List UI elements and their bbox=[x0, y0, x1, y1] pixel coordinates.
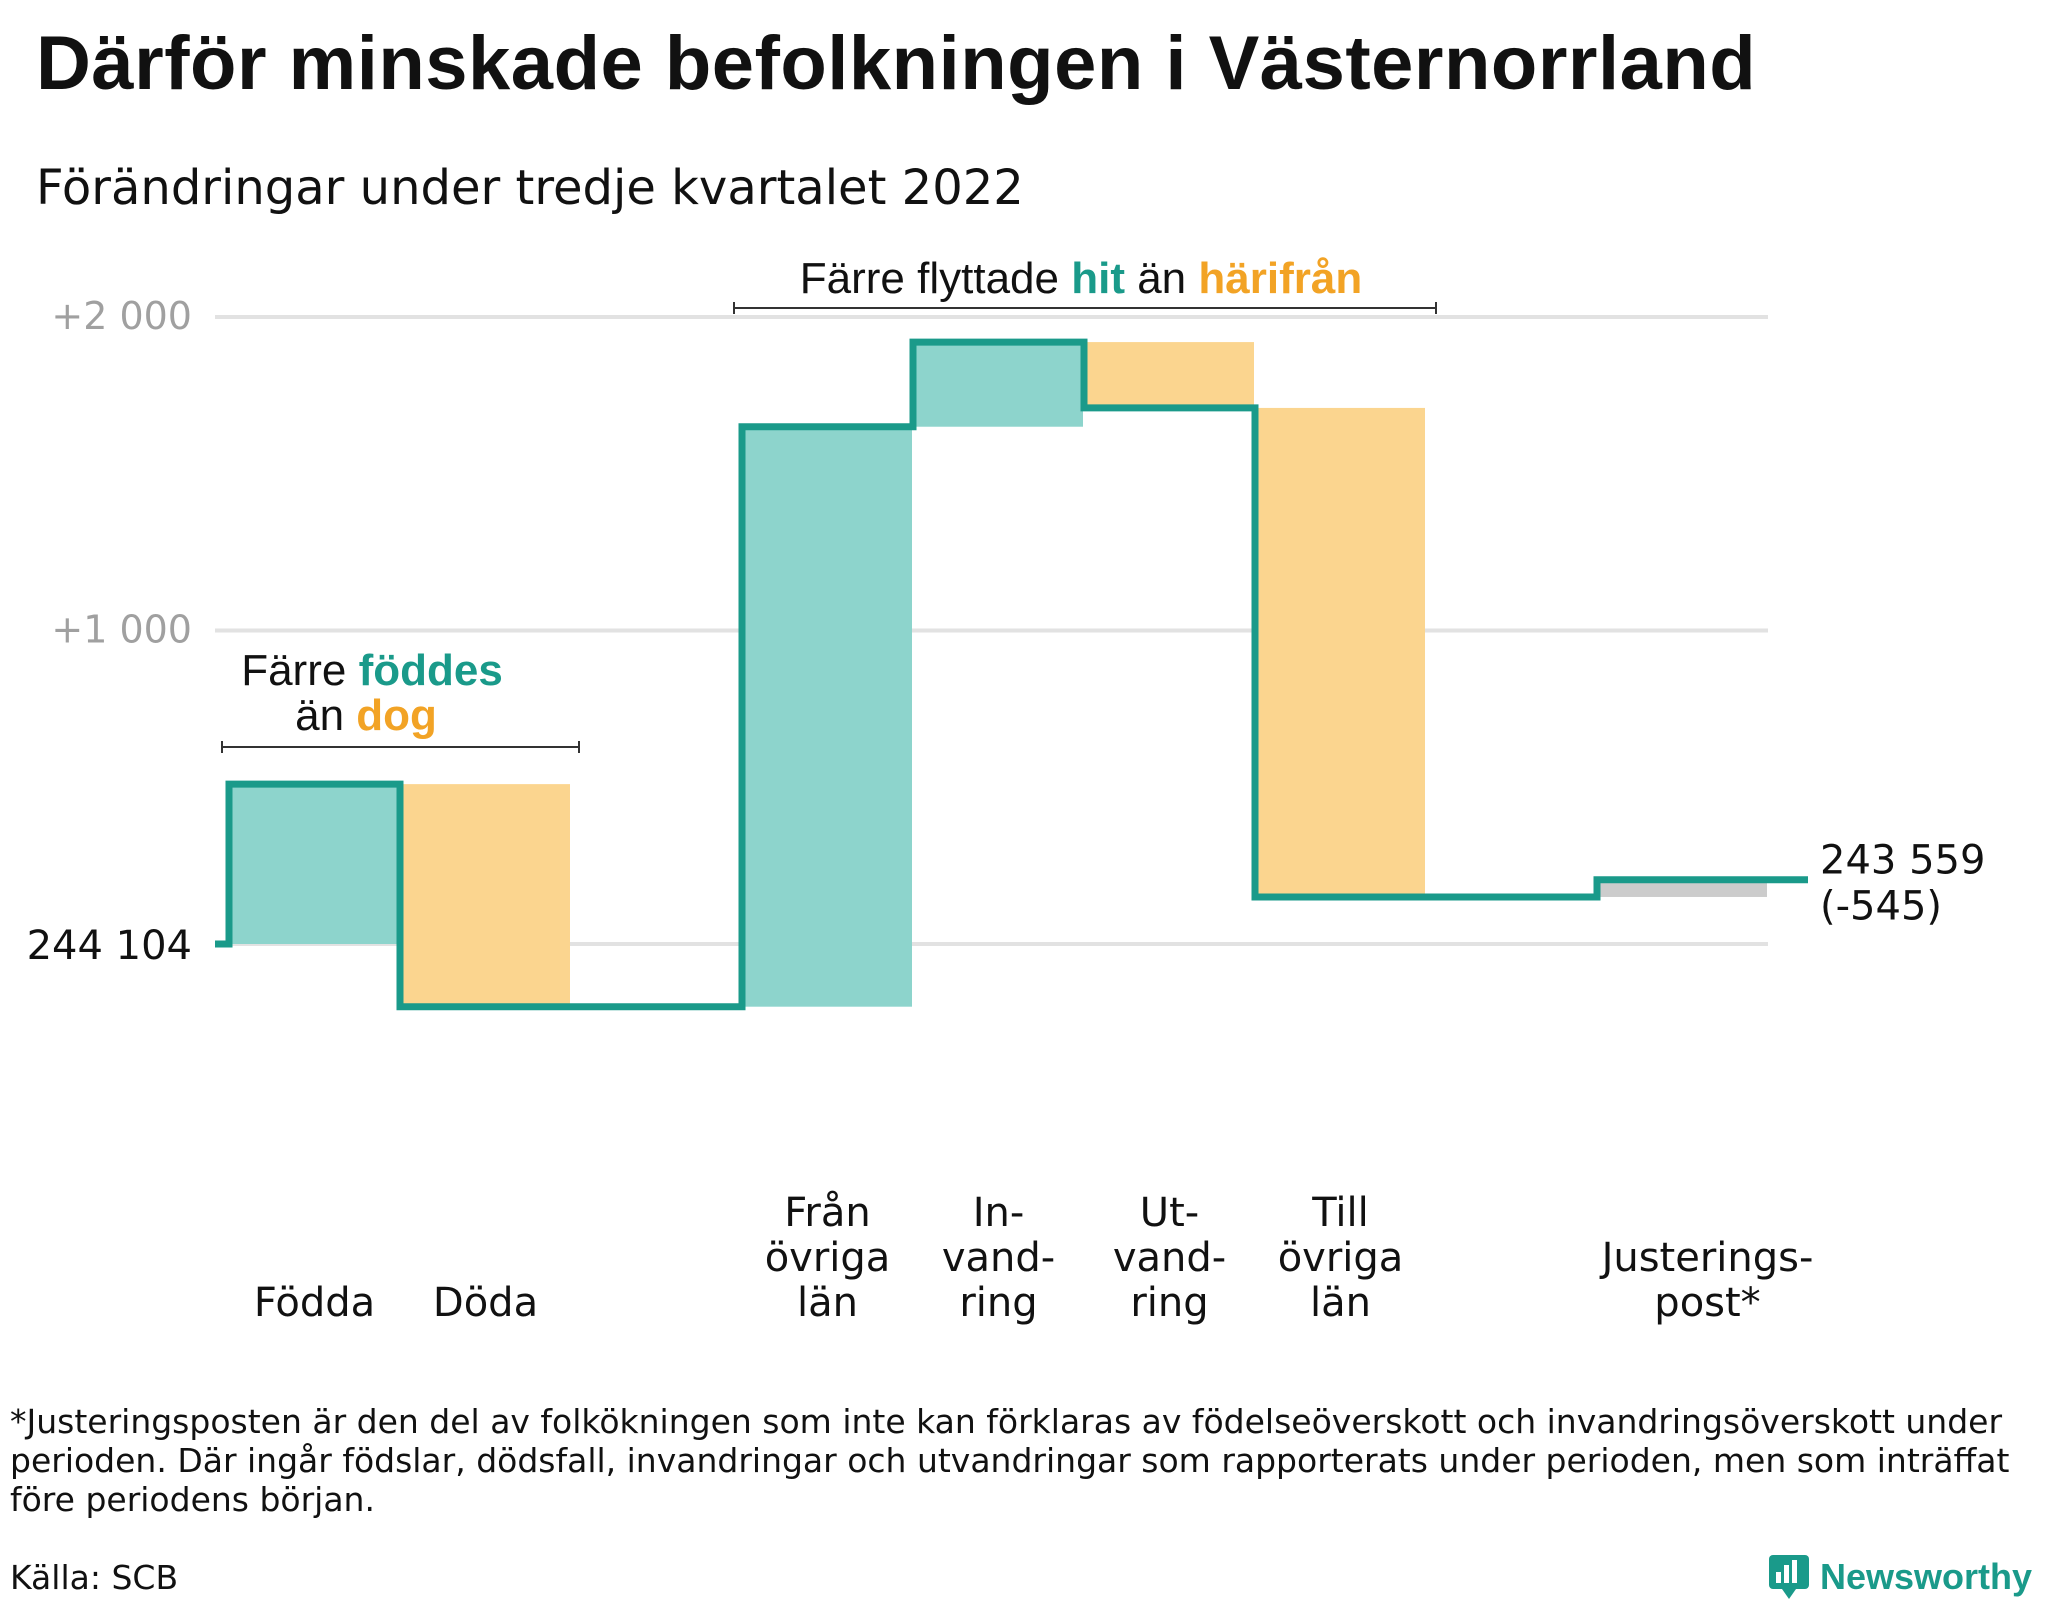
source-credit: Källa: SCB bbox=[10, 1558, 179, 1597]
annotation-migration-away: härifrån bbox=[1198, 254, 1362, 303]
svg-text:Färre flyttade hit än härifrån: Färre flyttade hit än härifrån bbox=[800, 254, 1362, 303]
category-label-4: In-vand-ring bbox=[942, 1190, 1055, 1326]
end-change-label: (-545) bbox=[1820, 884, 1942, 930]
footnote: *Justeringsposten är den del av folkökni… bbox=[10, 1402, 2010, 1519]
y-tick-label: +2 000 bbox=[51, 294, 192, 338]
bar-1 bbox=[400, 784, 570, 1007]
annotation-migration-pre: Färre flyttade bbox=[800, 254, 1071, 303]
category-label-0: Födda bbox=[254, 1280, 375, 1326]
brand-logo: Newsworthy bbox=[1768, 1554, 2032, 1600]
category-label-6: Till övriga län bbox=[1278, 1190, 1404, 1326]
category-label-8: Justerings-post* bbox=[1599, 1235, 1814, 1326]
category-label-1: Döda bbox=[433, 1280, 538, 1326]
annotation-births-mid: än bbox=[295, 691, 356, 740]
bar-6 bbox=[1255, 407, 1425, 897]
y-tick-label: +1 000 bbox=[51, 608, 192, 652]
annotation-migration-hit: hit bbox=[1071, 254, 1125, 303]
brand-name: Newsworthy bbox=[1819, 1556, 2032, 1597]
end-value-label: 243 559 bbox=[1820, 838, 1985, 884]
svg-text:Färre föddes: Färre föddes bbox=[241, 646, 503, 695]
annotation-births-bracket bbox=[221, 741, 580, 753]
bar-5 bbox=[1084, 342, 1254, 408]
newsworthy-logo-icon bbox=[1768, 1555, 1809, 1599]
bar-0 bbox=[229, 784, 399, 944]
annotation-births-pre: Färre bbox=[241, 646, 358, 695]
annotation-migration-mid: än bbox=[1125, 254, 1198, 303]
annotation-births-away: dog bbox=[356, 691, 437, 740]
bar-4 bbox=[913, 342, 1083, 427]
annotation-births-hit: föddes bbox=[359, 646, 503, 695]
annotation-births: Färre föddes än dog bbox=[221, 646, 580, 753]
svg-text:än dog: än dog bbox=[295, 691, 437, 740]
annotation-migration: Färre flyttade hit än härifrån bbox=[733, 254, 1437, 314]
category-label-3: Från övriga län bbox=[765, 1190, 891, 1326]
chart-title: Därför minskade befolkningen i Västernor… bbox=[36, 21, 1757, 106]
labels: +1 000 +2 000 244 104 Födda Döda Från övriga lä… bbox=[27, 294, 1986, 1326]
waterfall-chart: +1 000 +2 000 244 104 Födda Döda Från övriga lä… bbox=[27, 254, 1986, 1326]
category-label-5: Ut-vand-ring bbox=[1113, 1190, 1226, 1326]
start-value-label: 244 104 bbox=[27, 923, 192, 969]
annotation-migration-bracket bbox=[733, 302, 1437, 314]
bar-8 bbox=[1597, 879, 1767, 897]
cumulative-step-line bbox=[215, 338, 1808, 1011]
chart-subtitle: Förändringar under tredje kvartalet 2022 bbox=[36, 160, 1024, 216]
bars bbox=[229, 342, 1767, 1007]
bar-3 bbox=[742, 426, 912, 1007]
